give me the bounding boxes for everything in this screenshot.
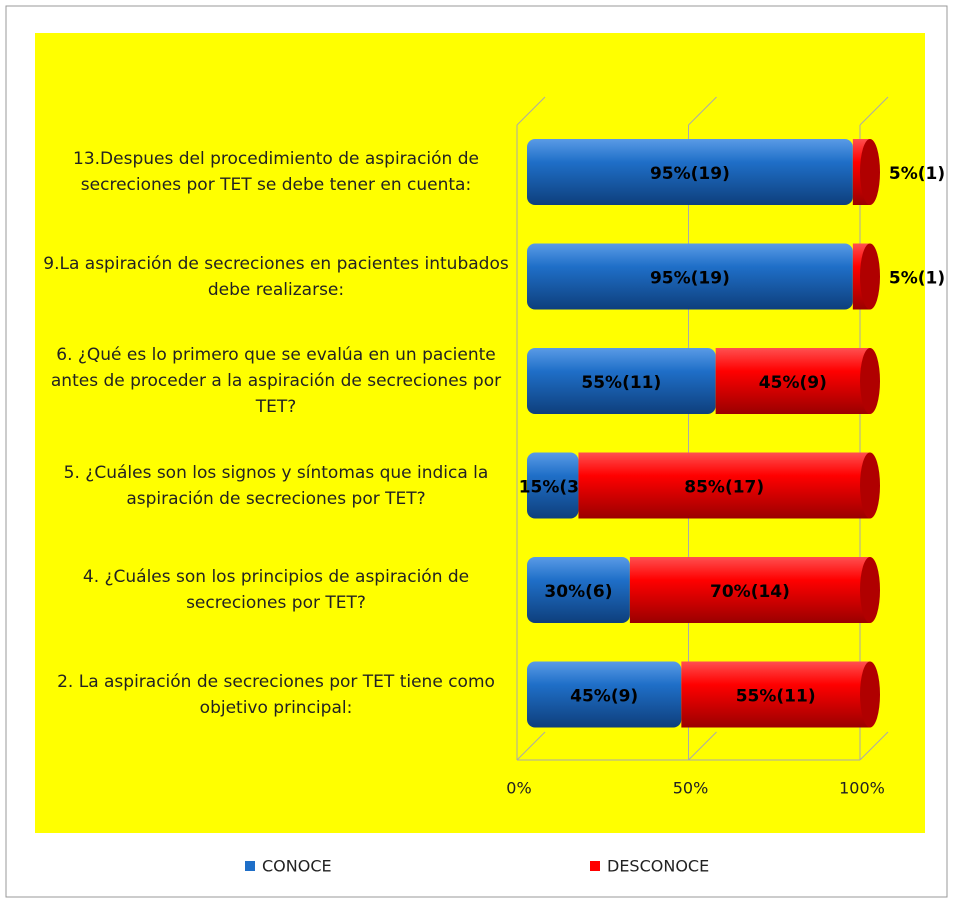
category-label: 4. ¿Cuáles son los principios de aspirac… [82, 567, 470, 613]
category-label: 6. ¿Qué es lo primero que se evalúa en u… [50, 345, 502, 417]
bar-segment [527, 557, 630, 623]
bar-cap [860, 243, 880, 310]
bar-segment [527, 452, 579, 519]
data-label: 55%(11) [581, 373, 661, 393]
category-label: 5. ¿Cuáles son los signos y síntomas que… [63, 462, 489, 509]
grid-line-depth [859, 731, 889, 761]
grid-line-depth [516, 96, 546, 126]
legend-label: DESCONOCE [607, 857, 709, 876]
grid-line-depth [859, 96, 889, 126]
bar-cap [860, 661, 880, 728]
category-label: 13.Despues del procedimiento de aspiraci… [73, 149, 479, 195]
data-label: 15%(3) [519, 478, 587, 498]
x-tick-label: 0% [506, 779, 531, 798]
bar-cap [860, 452, 880, 519]
bar-segment [629, 557, 870, 623]
bar-segment [527, 661, 682, 728]
data-label: 95%(19) [650, 164, 730, 184]
legend-swatch [245, 861, 255, 871]
bar-segment [715, 348, 870, 414]
bar-cap [860, 348, 880, 414]
data-label: 45%(9) [759, 373, 827, 393]
data-label: 30%(6) [544, 582, 612, 602]
grid-line-depth [688, 96, 717, 126]
x-tick-label: 100% [839, 779, 885, 798]
data-label: 95%(19) [650, 269, 730, 289]
data-label: 5%(1) [889, 269, 945, 289]
bar-segment [527, 139, 853, 205]
bar-cap [860, 557, 880, 623]
bar-segment [578, 452, 870, 519]
data-label: 70%(14) [710, 582, 790, 602]
data-label: 5%(1) [889, 164, 945, 184]
legend-label: CONOCE [262, 857, 332, 876]
bar-segment [527, 348, 716, 414]
bar-segment [681, 661, 870, 728]
data-label: 45%(9) [570, 687, 638, 707]
category-label: 2. La aspiración de secreciones por TET … [57, 671, 495, 718]
category-label: 9.La aspiración de secreciones en pacien… [43, 253, 509, 300]
x-tick-label: 50% [673, 779, 709, 798]
bar-cap [860, 139, 880, 205]
data-label: 55%(11) [736, 687, 816, 707]
legend-swatch [590, 861, 600, 871]
bar-segment [527, 243, 853, 310]
grid-line-depth [688, 731, 717, 761]
grid-line-depth [516, 731, 546, 761]
data-label: 85%(17) [684, 478, 764, 498]
